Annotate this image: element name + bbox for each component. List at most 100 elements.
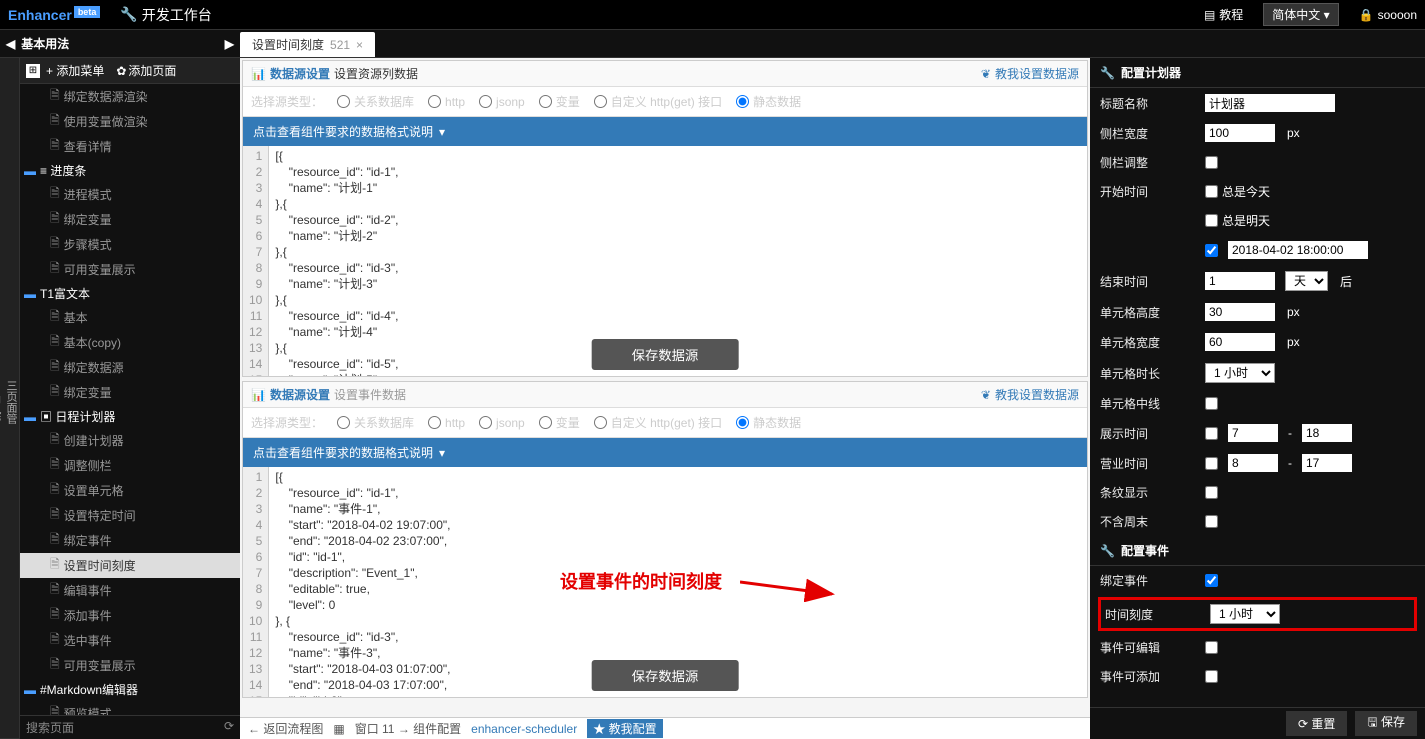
ds2-help-link[interactable]: ❦ 教我设置数据源	[981, 386, 1079, 403]
tree-group[interactable]: ▬ T1富文本	[20, 282, 240, 305]
rp-label: 不含周末	[1100, 513, 1195, 530]
add-menu-button[interactable]: + 添加菜单	[46, 62, 104, 79]
rp-header-event: 🔧 配置事件	[1090, 536, 1425, 566]
tree-item[interactable]: 🗎编辑事件	[20, 578, 240, 603]
breadcrumb: 窗口 11 → 组件配置	[355, 720, 461, 737]
src-opt-static[interactable]: 静态数据	[736, 93, 801, 110]
ds1-format-bar[interactable]: 点击查看组件要求的数据格式说明 ▾	[243, 117, 1087, 146]
tree-item[interactable]: 🗎查看详情	[20, 134, 240, 159]
tree-item[interactable]: 🗎基本	[20, 305, 240, 330]
tree-item[interactable]: 🗎绑定事件	[20, 528, 240, 553]
ds2-subtitle: 设置事件数据	[334, 386, 406, 403]
evt-edit-checkbox[interactable]	[1205, 641, 1218, 654]
save-button[interactable]: 🖫 保存	[1355, 711, 1417, 736]
stripe-checkbox[interactable]	[1205, 486, 1218, 499]
bind-evt-checkbox[interactable]	[1205, 574, 1218, 587]
end-unit-select[interactable]: 天	[1285, 271, 1328, 291]
tree-item[interactable]: 🗎绑定变量	[20, 380, 240, 405]
tree-item[interactable]: 🗎基本(copy)	[20, 330, 240, 355]
tree-item[interactable]: 🗎选中事件	[20, 628, 240, 653]
tree-item[interactable]: 🗎添加事件	[20, 603, 240, 628]
end-val-input[interactable]	[1205, 272, 1275, 290]
title-input[interactable]	[1205, 94, 1335, 112]
src-opt-var[interactable]: 变量	[539, 93, 580, 110]
save-ds2-button[interactable]: 保存数据源	[592, 660, 739, 691]
tree-item[interactable]: 🗎使用变量做渲染	[20, 109, 240, 134]
today-checkbox[interactable]: 总是今天	[1205, 183, 1270, 200]
ds1-help-link[interactable]: ❦ 教我设置数据源	[981, 65, 1079, 82]
rp-label: 单元格高度	[1100, 304, 1195, 321]
biz-from-input[interactable]	[1228, 454, 1278, 472]
reset-button[interactable]: ⟳ 重置	[1286, 711, 1347, 736]
tree-item[interactable]: 🗎进程模式	[20, 182, 240, 207]
component-name: enhancer-scheduler	[471, 722, 577, 736]
lang-select[interactable]: 简体中文 ▾	[1263, 3, 1338, 26]
rail-item[interactable]: ▣ 角色管	[0, 66, 3, 739]
src-opt-http[interactable]: http	[428, 416, 465, 430]
tutorial-link[interactable]: ▤ 教程	[1204, 6, 1243, 23]
play-icon[interactable]: ▶	[225, 37, 234, 51]
src-opt-var[interactable]: 变量	[539, 414, 580, 431]
tree-item[interactable]: 🗎可用变量展示	[20, 257, 240, 282]
tree-item[interactable]: 🗎创建计划器	[20, 428, 240, 453]
weekend-checkbox[interactable]	[1205, 515, 1218, 528]
rail-item[interactable]: 三页面管	[3, 66, 19, 739]
save-ds1-button[interactable]: 保存数据源	[592, 339, 739, 370]
biz-to-input[interactable]	[1302, 454, 1352, 472]
src-opt-db[interactable]: 关系数据库	[337, 414, 414, 431]
logo: Enhancerbeta	[8, 7, 100, 23]
cell-dur-select[interactable]: 1 小时	[1205, 363, 1275, 383]
back-link[interactable]: ← 返回流程图	[248, 720, 323, 737]
rp-label: 单元格时长	[1100, 365, 1195, 382]
tree-item[interactable]: 🗎可用变量展示	[20, 653, 240, 678]
add-page-button[interactable]: ✿ 添加页面	[116, 62, 176, 79]
beta-badge: beta	[74, 6, 101, 18]
ds2-format-bar[interactable]: 点击查看组件要求的数据格式说明 ▾	[243, 438, 1087, 467]
src-opt-jsonp[interactable]: jsonp	[479, 95, 525, 109]
cell-h-input[interactable]	[1205, 303, 1275, 321]
tree-group[interactable]: ▬ ▣ 日程计划器	[20, 405, 240, 428]
src-opt-custom[interactable]: 自定义 http(get) 接口	[594, 93, 722, 110]
user-menu[interactable]: 🔒 soooon	[1359, 8, 1417, 22]
tree-item[interactable]: 🗎设置特定时间	[20, 503, 240, 528]
src-opt-custom[interactable]: 自定义 http(get) 接口	[594, 414, 722, 431]
tree-item[interactable]: 🗎设置单元格	[20, 478, 240, 503]
close-icon[interactable]: ×	[356, 38, 363, 52]
src-opt-static[interactable]: 静态数据	[736, 414, 801, 431]
help-config-button[interactable]: ★ 教我配置	[587, 719, 662, 738]
rp-label: 侧栏调整	[1100, 154, 1195, 171]
rp-label: 时间刻度	[1105, 606, 1200, 623]
evt-add-checkbox[interactable]	[1205, 670, 1218, 683]
tree-item[interactable]: 🗎绑定数据源渲染	[20, 84, 240, 109]
show-to-input[interactable]	[1302, 424, 1352, 442]
rp-label: 结束时间	[1100, 273, 1195, 290]
workbench-link[interactable]: 🔧 开发工作台	[120, 5, 211, 25]
show-from-input[interactable]	[1228, 424, 1278, 442]
tomorrow-checkbox[interactable]: 总是明天	[1205, 212, 1270, 229]
cell-mid-checkbox[interactable]	[1205, 397, 1218, 410]
side-width-input[interactable]	[1205, 124, 1275, 142]
tree-item[interactable]: 🗎绑定数据源	[20, 355, 240, 380]
date-enable-checkbox[interactable]	[1205, 244, 1218, 257]
tree-item[interactable]: 🗎绑定变量	[20, 207, 240, 232]
search-label: 搜索页面	[26, 719, 74, 736]
tree-item[interactable]: 🗎调整侧栏	[20, 453, 240, 478]
tree-item[interactable]: 🗎设置时间刻度	[20, 553, 240, 578]
src-opt-db[interactable]: 关系数据库	[337, 93, 414, 110]
bottom-bar: ← 返回流程图 ▦窗口 11 → 组件配置 enhancer-scheduler…	[240, 717, 1090, 739]
time-scale-select[interactable]: 1 小时	[1210, 604, 1280, 624]
expand-icon[interactable]: ⊞	[26, 64, 40, 78]
rp-label: 条纹显示	[1100, 484, 1195, 501]
src-opt-http[interactable]: http	[428, 95, 465, 109]
tree-group[interactable]: ▬ #Markdown编辑器	[20, 678, 240, 701]
show-time-checkbox[interactable]	[1205, 427, 1218, 440]
tree-group[interactable]: ▬ ≡ 进度条	[20, 159, 240, 182]
start-date-input[interactable]	[1228, 241, 1368, 259]
left-header: ◀ 基本用法 ▶	[0, 30, 240, 57]
active-tab[interactable]: 设置时间刻度 521 ×	[240, 32, 375, 57]
tree-item[interactable]: 🗎步骤模式	[20, 232, 240, 257]
cell-w-input[interactable]	[1205, 333, 1275, 351]
biz-time-checkbox[interactable]	[1205, 457, 1218, 470]
src-opt-jsonp[interactable]: jsonp	[479, 416, 525, 430]
side-adj-checkbox[interactable]	[1205, 156, 1218, 169]
